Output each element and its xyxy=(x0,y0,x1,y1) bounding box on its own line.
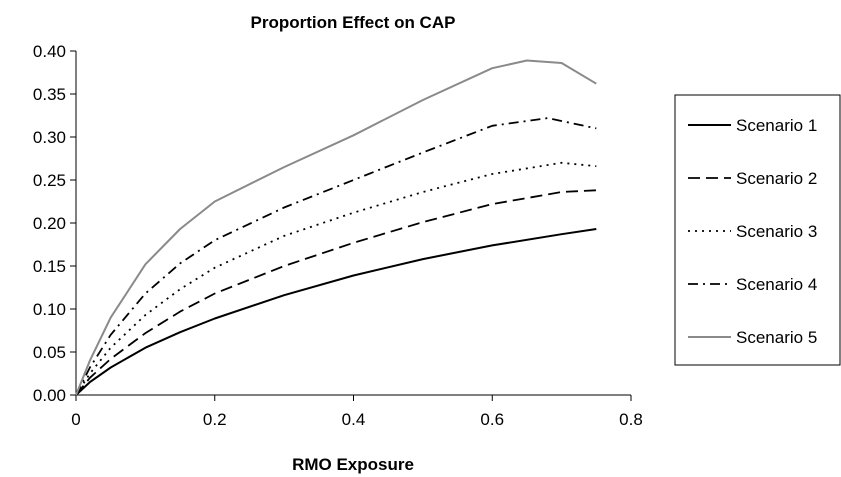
legend-label: Scenario 2 xyxy=(736,169,817,188)
ticks: 0.00 0.05 0.10 0.15 0.20 0.25 0.30 0.35 0.40 0 0.2… xyxy=(33,42,643,429)
series-line-scenario-5 xyxy=(75,59,597,396)
x-axis-label: RMO Exposure xyxy=(292,455,414,474)
x-tick-label: 0.6 xyxy=(480,410,504,429)
y-tick-label: 0.30 xyxy=(33,128,66,147)
y-tick-label: 0.10 xyxy=(33,300,66,319)
x-tick-label: 0 xyxy=(71,410,80,429)
y-tick-label: 0.35 xyxy=(33,85,66,104)
legend-label: Scenario 3 xyxy=(736,222,817,241)
y-tick-label: 0.20 xyxy=(33,214,66,233)
legend-label: Scenario 4 xyxy=(736,275,817,294)
x-tick-label: 0.4 xyxy=(342,410,366,429)
series-line-scenario-1 xyxy=(75,228,597,396)
chart-title: Proportion Effect on CAP xyxy=(251,13,456,32)
y-tick-label: 0.00 xyxy=(33,386,66,405)
series-line-scenario-3 xyxy=(75,161,597,396)
y-tick-label: 0.15 xyxy=(33,257,66,276)
x-tick-label: 0.8 xyxy=(619,410,643,429)
series-line-scenario-2 xyxy=(75,189,597,396)
series-layer xyxy=(75,59,597,396)
y-tick-label: 0.40 xyxy=(33,42,66,61)
legend-label: Scenario 5 xyxy=(736,328,817,347)
axes xyxy=(75,51,631,396)
legend-label: Scenario 1 xyxy=(736,116,817,135)
legend: Scenario 1 Scenario 2 Scenario 3 Scenario 4… xyxy=(674,94,841,366)
y-tick-label: 0.05 xyxy=(33,343,66,362)
y-tick-label: 0.25 xyxy=(33,171,66,190)
legend-box xyxy=(674,94,841,366)
series-line-scenario-4 xyxy=(75,117,597,396)
x-tick-label: 0.2 xyxy=(203,410,227,429)
